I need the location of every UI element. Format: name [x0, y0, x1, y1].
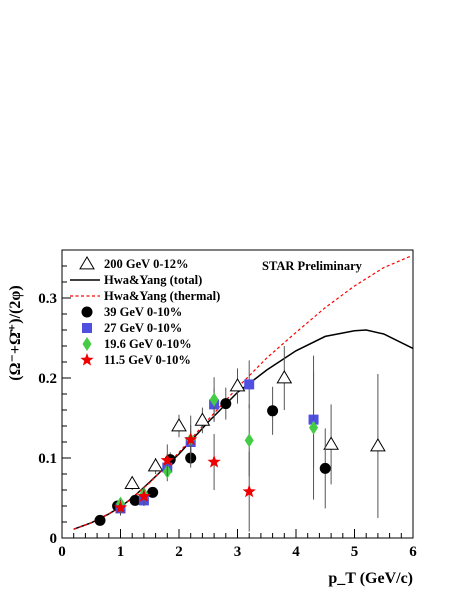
data-layer	[73, 255, 414, 532]
data-point	[220, 398, 232, 410]
legend-label: Hwa&Yang (thermal)	[104, 289, 220, 303]
y-tick-label: 0.3	[38, 291, 57, 307]
data-point	[94, 514, 106, 526]
legend-label: 39 GeV 0-10%	[104, 305, 182, 319]
x-tick-label: 0	[58, 544, 66, 560]
legend: 200 GeV 0-12% Hwa&Yang (total) Hwa&Yang (t…	[70, 256, 220, 367]
data-point	[207, 455, 221, 468]
y-axis-title: (Ω⁻+Ω̄⁺)/(2φ)	[7, 285, 24, 380]
x-tick-label: 6	[409, 544, 417, 560]
y-tick-label: 0	[50, 531, 58, 547]
x-tick-label: 5	[351, 544, 359, 560]
x-tick-label: 1	[117, 544, 125, 560]
data-point	[124, 475, 141, 489]
data-point	[267, 405, 279, 417]
x-tick-label: 2	[175, 544, 183, 560]
chart-annotation: STAR Preliminary	[262, 259, 363, 273]
data-point	[244, 433, 254, 448]
data-point	[276, 370, 293, 384]
data-point	[319, 462, 331, 474]
legend-label: 19.6 GeV 0-10%	[104, 337, 192, 351]
data-point	[229, 378, 246, 392]
legend-marker	[79, 256, 95, 270]
data-point	[242, 484, 256, 498]
y-tick-label: 0.1	[38, 451, 57, 467]
data-point	[184, 432, 198, 446]
x-tick-label: 4	[292, 544, 300, 560]
plot-frame: 0 1 2 3 4 5 6 0 0.1 0.2 0.3	[38, 249, 417, 560]
legend-marker	[80, 353, 94, 366]
data-point	[370, 438, 386, 452]
legend-marker	[81, 306, 93, 318]
y-tick-label: 0.2	[38, 371, 57, 387]
x-axis-title: p_T (GeV/c)	[328, 570, 413, 587]
data-point	[209, 392, 219, 407]
legend-label: 200 GeV 0-12%	[104, 257, 189, 271]
data-point	[147, 486, 159, 498]
data-point	[194, 412, 211, 426]
legend-label: 27 GeV 0-10%	[104, 321, 182, 335]
data-point	[137, 489, 151, 503]
data-point	[113, 500, 128, 514]
data-point	[129, 494, 141, 506]
legend-label: 11.5 GeV 0-10%	[104, 353, 191, 367]
data-point	[147, 458, 164, 472]
data-point	[309, 420, 319, 435]
legend-label: Hwa&Yang (total)	[104, 273, 202, 287]
data-point	[323, 436, 339, 450]
legend-marker	[82, 337, 92, 351]
data-point	[171, 418, 187, 432]
legend-marker	[82, 323, 92, 333]
data-point	[244, 379, 255, 390]
data-point	[160, 453, 174, 467]
x-tick-label: 3	[234, 544, 242, 560]
